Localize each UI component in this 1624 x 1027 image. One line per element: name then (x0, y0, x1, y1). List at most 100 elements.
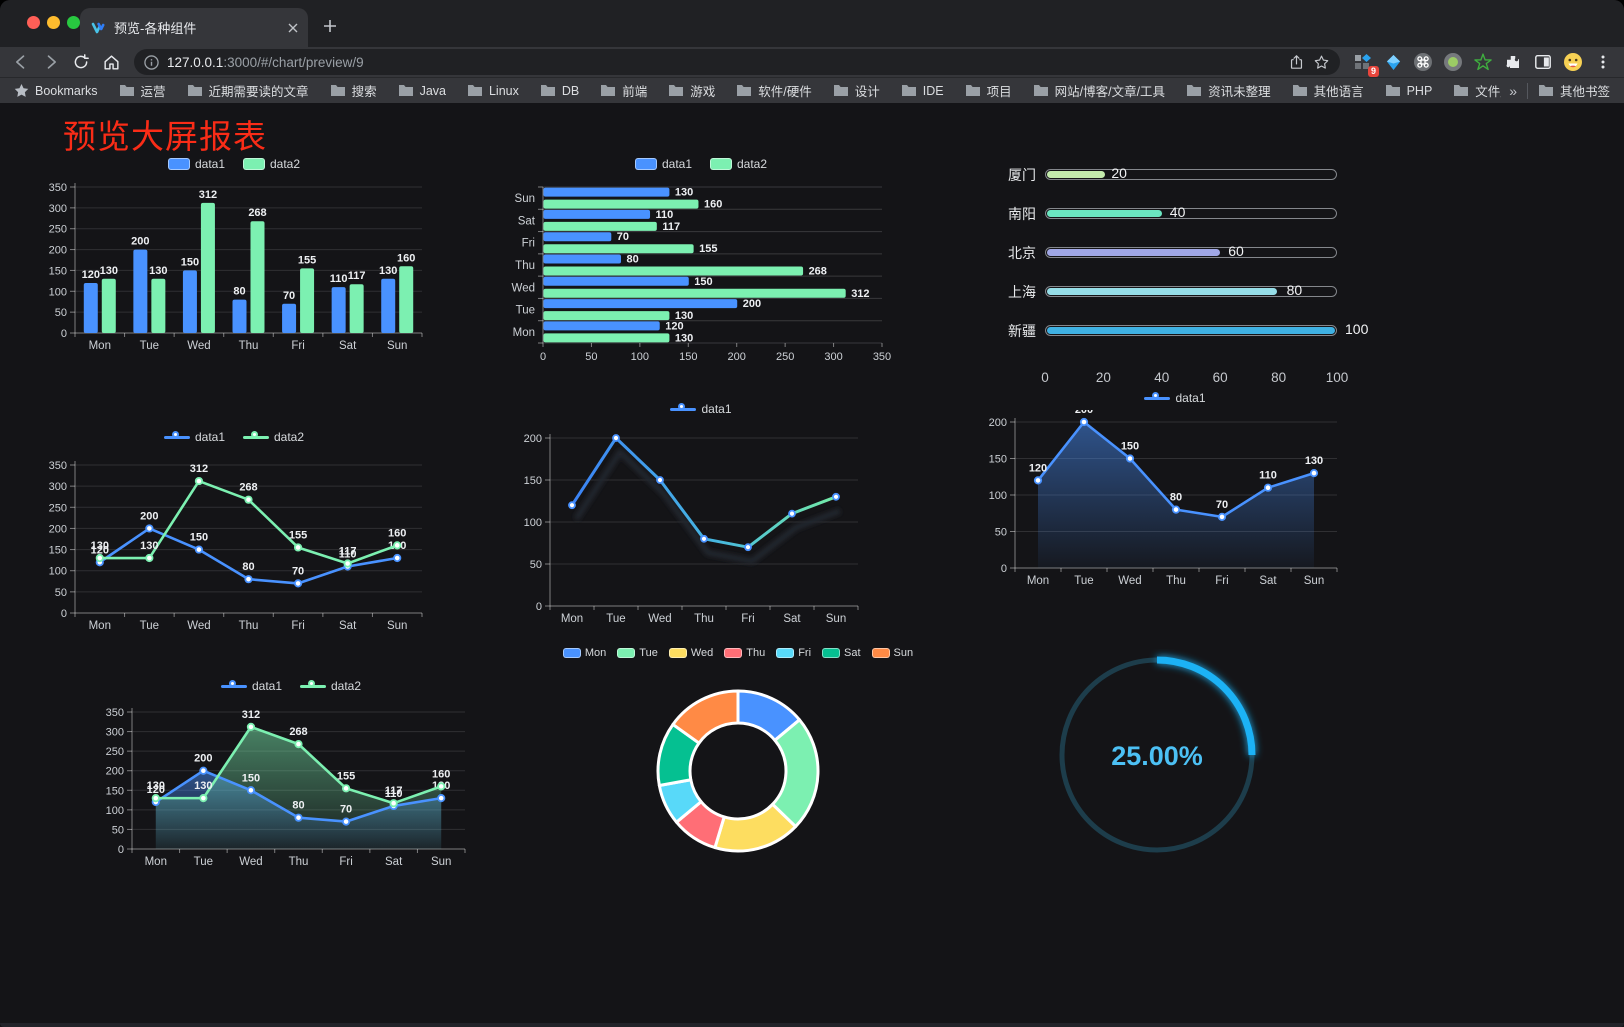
bookmark-folder-近期需要读的文章[interactable]: 近期需要读的文章 (187, 81, 309, 100)
svg-text:80: 80 (1170, 492, 1182, 504)
progress-value: 20 (1111, 165, 1127, 181)
progress-fill (1047, 210, 1163, 217)
progress-row-上海[interactable]: 上海 80 (1000, 272, 1370, 311)
svg-text:50: 50 (995, 527, 1007, 539)
legend-item-Fri[interactable]: Fri (776, 647, 811, 659)
bar-chart[interactable]: data1 data2 0 50 100 150 200 250 300 350 Mon Tue We… (38, 151, 430, 365)
area-chart[interactable]: data1 data2 0 50 100 150 200 250 300 350 Mon Tue We… (95, 673, 487, 903)
window-zoom-button[interactable] (67, 16, 80, 29)
svg-text:130: 130 (140, 540, 158, 552)
extension-command-icon[interactable] (1410, 50, 1436, 74)
gauge-chart[interactable]: 25.00% (1040, 649, 1274, 867)
other-bookmarks-folder[interactable]: 其他书签 (1538, 81, 1610, 100)
svg-text:250: 250 (49, 502, 67, 514)
bookmark-folder-其他语言[interactable]: 其他语言 (1292, 81, 1364, 100)
browser-menu-icon[interactable] (1590, 50, 1616, 74)
browser-tab[interactable]: 预览-各种组件 (80, 8, 308, 47)
svg-text:50: 50 (55, 307, 67, 319)
extension-star-icon[interactable] (1470, 50, 1496, 74)
legend-item-Thu[interactable]: Thu (724, 647, 765, 659)
legend-swatch (710, 158, 732, 170)
legend-item-data1[interactable]: data1 (167, 157, 225, 171)
bookmark-folder-Java[interactable]: Java (398, 84, 446, 98)
bookmark-folder-文件服务器[interactable]: 文件服务器 (1453, 81, 1501, 100)
home-icon[interactable] (98, 49, 124, 75)
legend-item-data1[interactable]: data1 (163, 430, 225, 444)
bookmarks-overflow-chevron[interactable]: » (1509, 82, 1517, 99)
folder-icon (540, 85, 555, 96)
svg-text:Tue: Tue (1074, 575, 1093, 587)
bookmark-folder-设计[interactable]: 设计 (833, 81, 880, 100)
bookmark-star-icon[interactable] (1313, 54, 1330, 71)
bookmark-folder-软件/硬件[interactable]: 软件/硬件 (736, 81, 812, 100)
bookmark-folder-搜索[interactable]: 搜索 (330, 81, 377, 100)
gradient-line-chart[interactable]: data1 0 50 100 150 200 Mon Tue Wed Thu Fri Sat Sun (505, 396, 897, 636)
line-chart-canvas: 0 50 100 150 200 250 300 350 Mon Tue Wed Thu Fri Sat S… (49, 460, 423, 632)
extension-kite-icon[interactable] (1380, 50, 1406, 74)
bookmark-folder-DB[interactable]: DB (540, 84, 579, 98)
legend-item-Mon[interactable]: Mon (562, 647, 606, 659)
window-minimize-button[interactable] (47, 16, 60, 29)
legend-item-data1[interactable]: data1 (1144, 391, 1206, 405)
extension-record-icon[interactable] (1440, 50, 1466, 74)
bookmark-folder-PHP[interactable]: PHP (1385, 84, 1432, 98)
axis-tick-label: 0 (1041, 370, 1049, 385)
axis-tick-label: 20 (1095, 370, 1111, 385)
legend-label: data2 (274, 430, 305, 444)
legend-item-data1[interactable]: data1 (670, 402, 732, 416)
tab-close-icon[interactable] (288, 23, 298, 33)
bookmark-folder-前端[interactable]: 前端 (600, 81, 647, 100)
svg-text:Mon: Mon (145, 856, 167, 868)
legend-item-Wed[interactable]: Wed (668, 647, 713, 659)
svg-text:100: 100 (49, 286, 67, 298)
site-info-icon[interactable] (144, 54, 159, 70)
bookmark-folder-运营[interactable]: 运营 (119, 81, 166, 100)
reload-icon[interactable] (68, 49, 94, 75)
bookmark-folder-Linux[interactable]: Linux (467, 84, 519, 98)
svg-text:117: 117 (339, 546, 357, 558)
legend-item-data1[interactable]: data1 (634, 157, 692, 171)
svg-text:300: 300 (49, 481, 67, 493)
svg-text:Sun: Sun (387, 340, 407, 352)
bookmarks-star-item[interactable]: Bookmarks (14, 83, 98, 98)
svg-text:200: 200 (743, 298, 761, 310)
legend-item-data2[interactable]: data2 (243, 430, 304, 444)
bookmark-folder-游戏[interactable]: 游戏 (668, 81, 715, 100)
bookmark-folder-网站/博客/文章/工具[interactable]: 网站/博客/文章/工具 (1033, 81, 1165, 100)
progress-row-新疆[interactable]: 新疆 100 (1000, 311, 1370, 350)
donut-chart[interactable]: Mon Tue Wed Thu Fri Sat Sun (555, 641, 921, 913)
progress-row-厦门[interactable]: 厦门 20 (1000, 155, 1370, 194)
bookmark-folder-项目[interactable]: 项目 (965, 81, 1012, 100)
progress-fill (1047, 171, 1105, 178)
bookmark-folder-IDE[interactable]: IDE (901, 84, 944, 98)
progress-row-北京[interactable]: 北京 60 (1000, 233, 1370, 272)
legend-item-data2[interactable]: data2 (300, 679, 361, 693)
new-tab-button[interactable] (318, 14, 342, 38)
share-icon[interactable] (1288, 54, 1305, 71)
url-path: :3000/#/chart/preview/9 (223, 54, 364, 70)
window-close-button[interactable] (27, 16, 40, 29)
folder-icon (398, 85, 413, 96)
progress-row-南阳[interactable]: 南阳 40 (1000, 194, 1370, 233)
extensions-puzzle-icon[interactable] (1500, 50, 1526, 74)
bookmarks-bar: Bookmarks 运营 近期需要读的文章 搜索 Java Linux DB 前端 游戏 软件/硬… (0, 77, 1624, 103)
legend-swatch (634, 158, 657, 170)
svg-text:80: 80 (233, 286, 245, 298)
legend-item-data2[interactable]: data2 (710, 157, 767, 171)
line-chart[interactable]: data1 data2 0 50 100 150 200 250 300 350 Mon Tue We… (38, 423, 430, 645)
horizontal-bar-chart[interactable]: data1 data2 0 50 100 150 200 250 300 350 Mon Tue We… (505, 151, 897, 367)
legend-item-data2[interactable]: data2 (243, 157, 300, 171)
legend-item-Sun[interactable]: Sun (871, 647, 913, 659)
emoji-extension-icon[interactable] (1560, 50, 1586, 74)
forward-icon[interactable] (38, 49, 64, 75)
back-icon[interactable] (8, 49, 34, 75)
legend-item-Tue[interactable]: Tue (617, 647, 658, 659)
url-bar[interactable]: 127.0.0.1:3000/#/chart/preview/9 (134, 49, 1340, 75)
split-screen-icon[interactable] (1530, 50, 1556, 74)
legend-item-Sat[interactable]: Sat (822, 647, 861, 659)
progress-bar-chart[interactable]: 厦门 20 南阳 40 北京 60 上海 80 新疆 100 0 20 40 60 80 100 (1000, 155, 1370, 485)
extension-grid-icon[interactable]: 9 (1350, 50, 1379, 77)
area-line-chart[interactable]: data1 0 50 100 150 200 Mon Tue Wed Thu Fri Sat Sun 1… (985, 386, 1365, 606)
legend-item-data1[interactable]: data1 (220, 679, 282, 693)
bookmark-folder-资讯未整理[interactable]: 资讯未整理 (1186, 81, 1271, 100)
